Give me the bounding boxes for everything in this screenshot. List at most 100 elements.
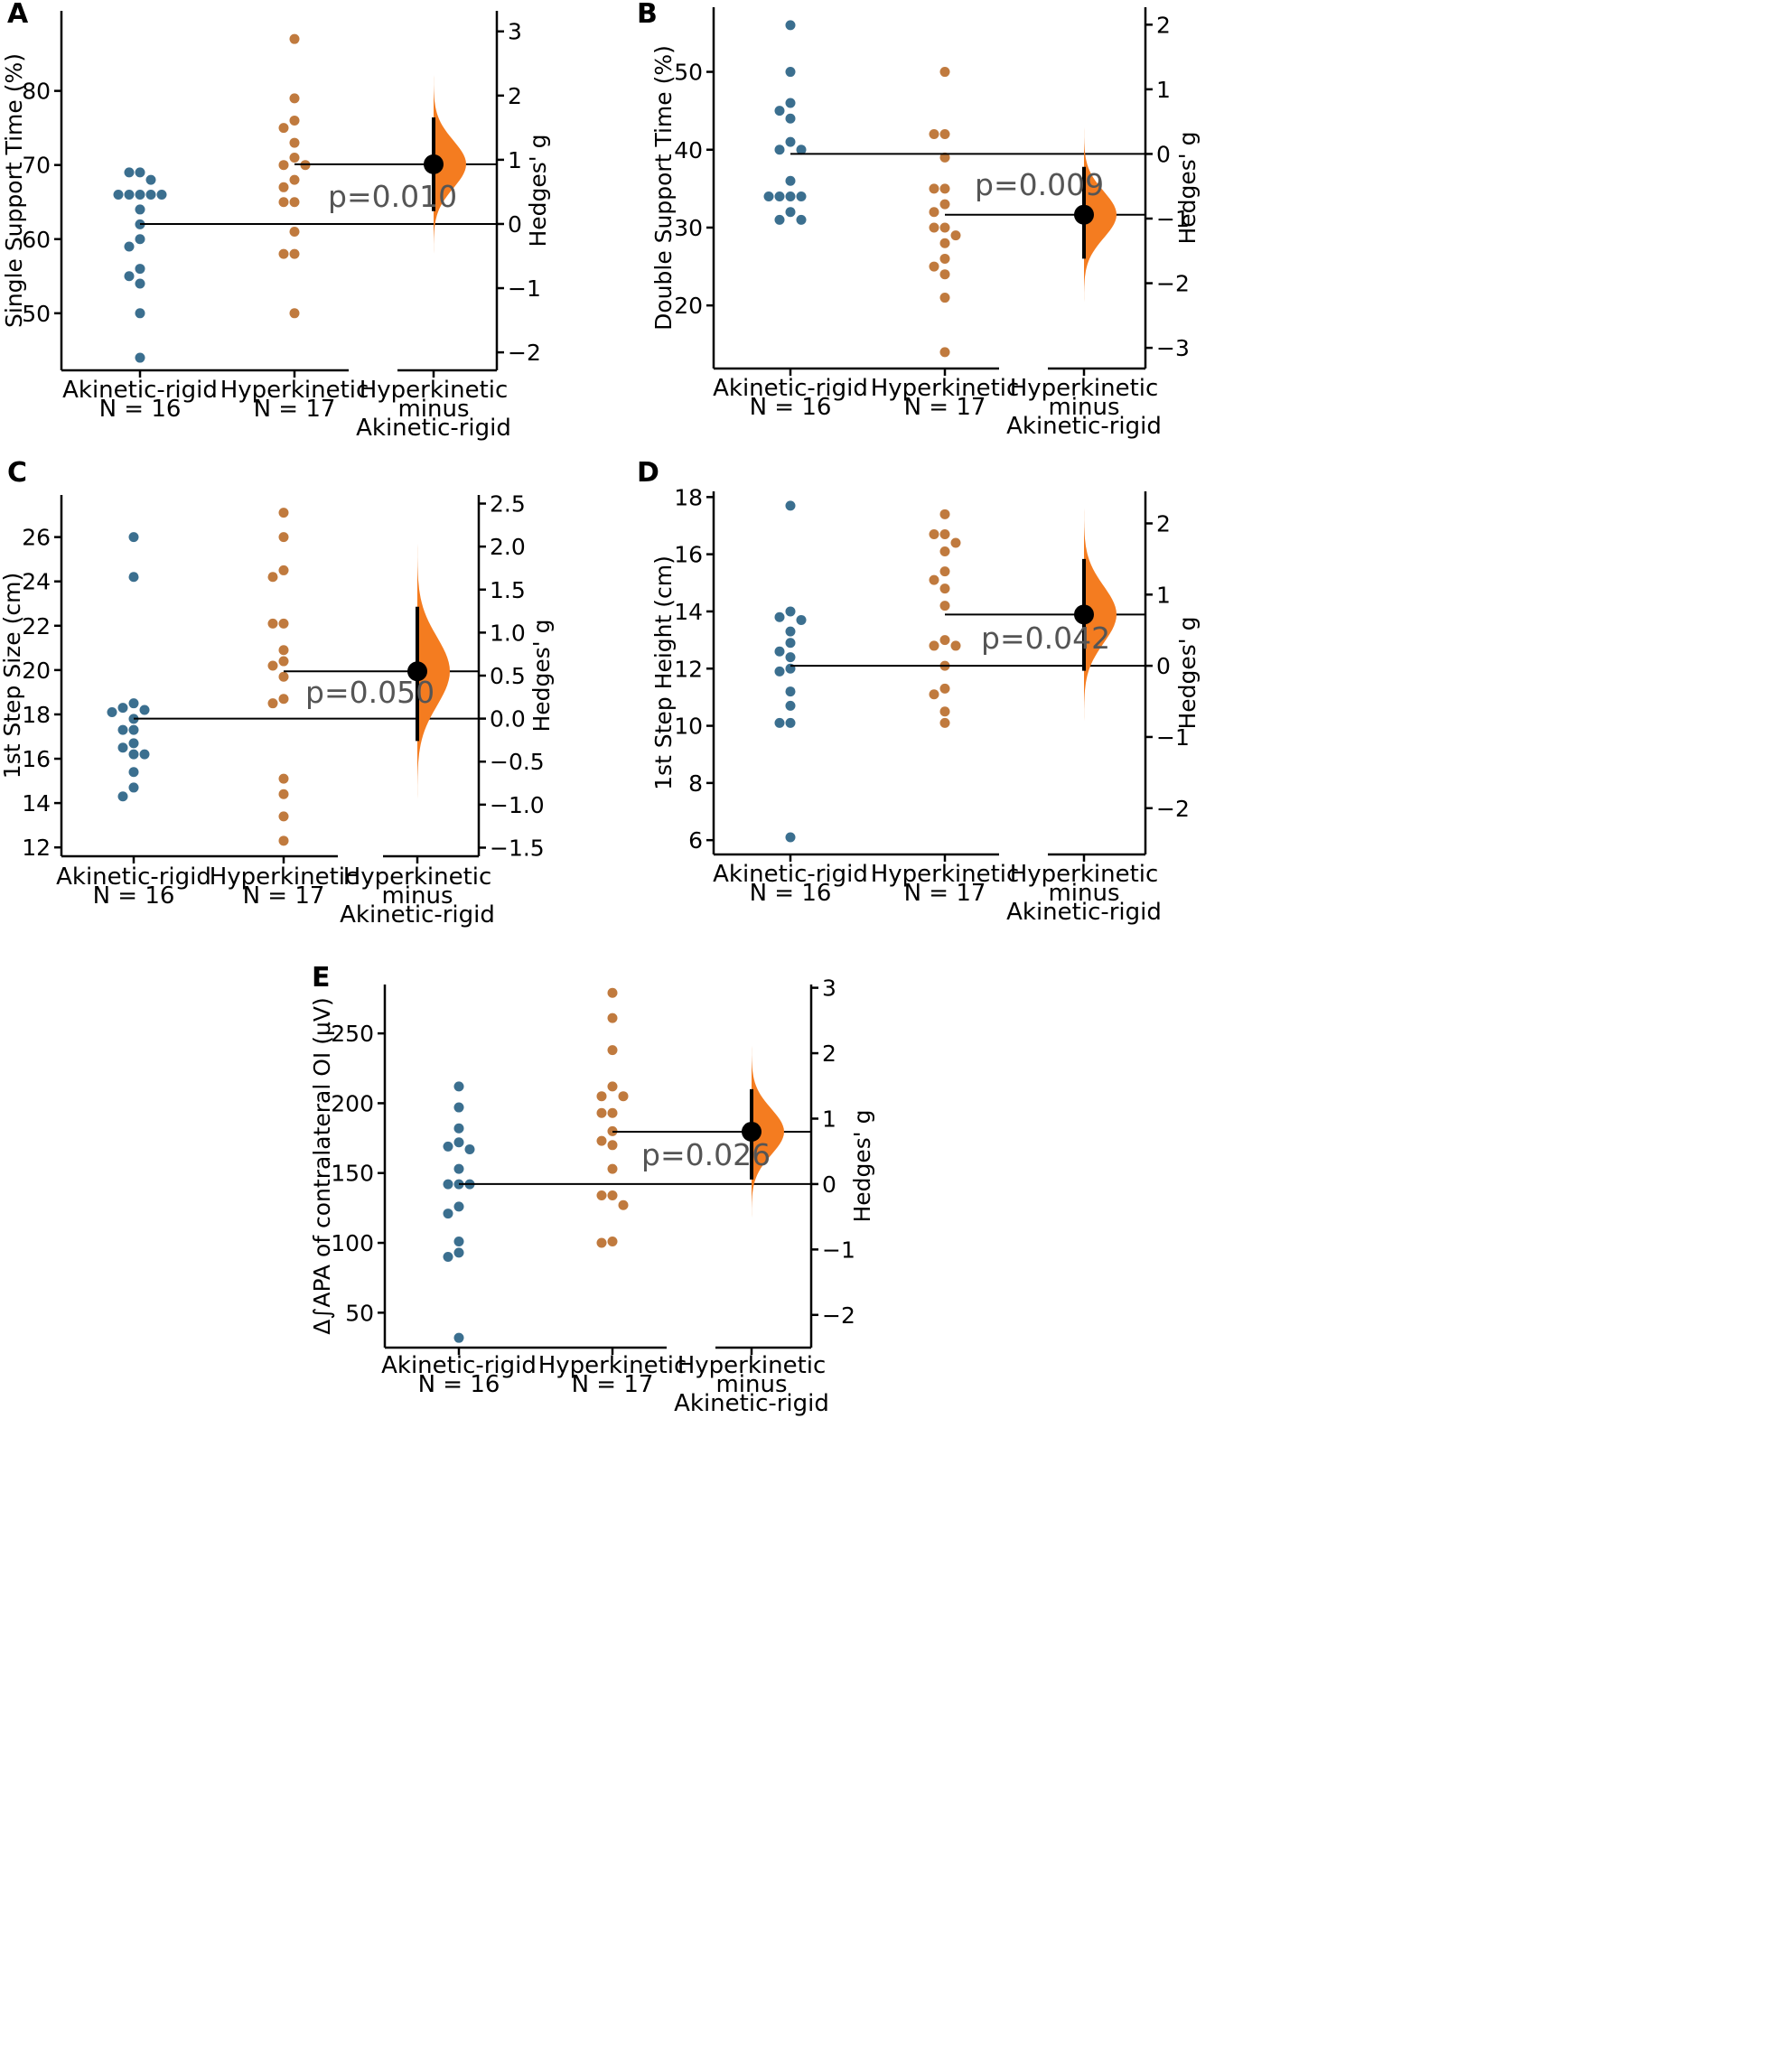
- data-point: [939, 347, 950, 358]
- y2-tick-label: −2: [508, 340, 541, 366]
- category-label: Hyperkinetic: [210, 863, 359, 891]
- y-axis-label: Single Support Time (%): [1, 53, 27, 328]
- data-point: [124, 271, 135, 282]
- data-point: [128, 782, 139, 793]
- y2-tick-label: 1.0: [490, 620, 526, 646]
- data-point: [785, 67, 796, 78]
- data-point: [785, 686, 796, 697]
- data-point: [939, 528, 950, 539]
- p-value-label: p=0.010: [328, 179, 457, 214]
- data-point: [128, 698, 139, 709]
- y2-axis-label: Hedges' g: [849, 1109, 875, 1222]
- data-point: [267, 660, 278, 671]
- y2-tick-label: 3: [822, 975, 836, 1002]
- data-point: [939, 509, 950, 519]
- bootstrap-distribution: [434, 68, 466, 260]
- data-point: [939, 566, 950, 577]
- data-point: [289, 308, 300, 319]
- data-point: [785, 606, 796, 617]
- data-point: [785, 98, 796, 108]
- y-axis-label: 1st Step Size (cm): [0, 573, 25, 779]
- category-label: Akinetic-rigid: [1006, 899, 1162, 926]
- data-point: [596, 1107, 607, 1118]
- data-point: [939, 717, 950, 728]
- data-point: [607, 1013, 618, 1023]
- p-value-label: p=0.026: [641, 1137, 771, 1172]
- data-point: [939, 183, 950, 194]
- y2-tick-label: 1: [508, 147, 522, 173]
- data-point: [156, 190, 167, 201]
- y-tick-label: 8: [688, 770, 703, 797]
- effect-size-point: [424, 154, 444, 174]
- data-point: [939, 199, 950, 210]
- y2-tick-label: 3: [508, 19, 522, 45]
- category-label: Hyperkinetic: [871, 861, 1020, 888]
- data-point: [278, 671, 289, 682]
- y-tick-label: 60: [22, 227, 51, 253]
- data-point: [774, 106, 785, 117]
- data-point: [453, 1247, 464, 1258]
- data-point: [785, 175, 796, 186]
- y2-tick-label: −3: [1156, 335, 1190, 361]
- category-label: Hyperkinetic: [1010, 375, 1159, 402]
- category-label: Akinetic-rigid: [340, 901, 495, 929]
- data-point: [128, 749, 139, 760]
- category-label: Akinetic-rigid: [356, 415, 511, 442]
- category-label: N = 17: [904, 394, 986, 421]
- y2-tick-label: −1: [1156, 206, 1190, 232]
- data-point: [128, 532, 139, 543]
- data-point: [596, 1135, 607, 1146]
- data-point: [929, 528, 939, 539]
- y-tick-label: 250: [331, 1021, 374, 1047]
- y2-tick-label: 1.5: [490, 577, 526, 603]
- data-point: [267, 572, 278, 583]
- y-tick-label: 70: [22, 153, 51, 179]
- data-point: [113, 190, 124, 201]
- effect-size-point: [1074, 204, 1094, 225]
- data-point: [785, 207, 796, 218]
- data-point: [939, 683, 950, 694]
- bootstrap-distribution: [417, 534, 450, 808]
- y2-axis-label: Hedges' g: [525, 134, 551, 247]
- data-point: [607, 1081, 618, 1092]
- data-point: [763, 191, 774, 201]
- category-label: minus: [381, 882, 453, 910]
- y2-tick-label: −1.5: [490, 835, 545, 861]
- y2-tick-label: −2: [1156, 796, 1190, 822]
- category-label: minus: [397, 396, 469, 423]
- data-point: [278, 565, 289, 575]
- category-label: Akinetic-rigid: [713, 861, 868, 888]
- category-label: Akinetic-rigid: [381, 1352, 537, 1379]
- data-point: [443, 1179, 453, 1190]
- data-point: [618, 1091, 629, 1102]
- effect-size-point: [742, 1121, 762, 1142]
- data-point: [278, 789, 289, 799]
- data-point: [607, 1107, 618, 1118]
- y-tick-label: 16: [22, 746, 51, 772]
- data-point: [607, 1045, 618, 1056]
- y2-tick-label: 0: [822, 1171, 836, 1198]
- data-point: [929, 222, 939, 233]
- y-tick-label: 80: [22, 79, 51, 105]
- effect-size-point: [1074, 604, 1094, 625]
- y2-tick-label: −1.0: [490, 792, 545, 818]
- data-point: [785, 20, 796, 31]
- data-point: [607, 1190, 618, 1200]
- category-label: N = 16: [750, 394, 832, 421]
- data-point: [950, 537, 961, 548]
- category-label: N = 17: [243, 882, 325, 910]
- y-tick-label: 12: [22, 835, 51, 861]
- y-tick-label: 30: [674, 215, 703, 241]
- category-label: Akinetic-rigid: [62, 377, 218, 404]
- y2-tick-label: −1: [1156, 724, 1190, 751]
- category-label: N = 16: [418, 1371, 500, 1398]
- data-point: [929, 129, 939, 140]
- category-label: N = 16: [99, 396, 182, 423]
- y-axis-label: Double Support Time (%): [650, 45, 677, 331]
- data-point: [596, 1091, 607, 1102]
- data-point: [453, 1163, 464, 1174]
- data-point: [128, 738, 139, 749]
- category-label: Hyperkinetic: [1010, 861, 1159, 888]
